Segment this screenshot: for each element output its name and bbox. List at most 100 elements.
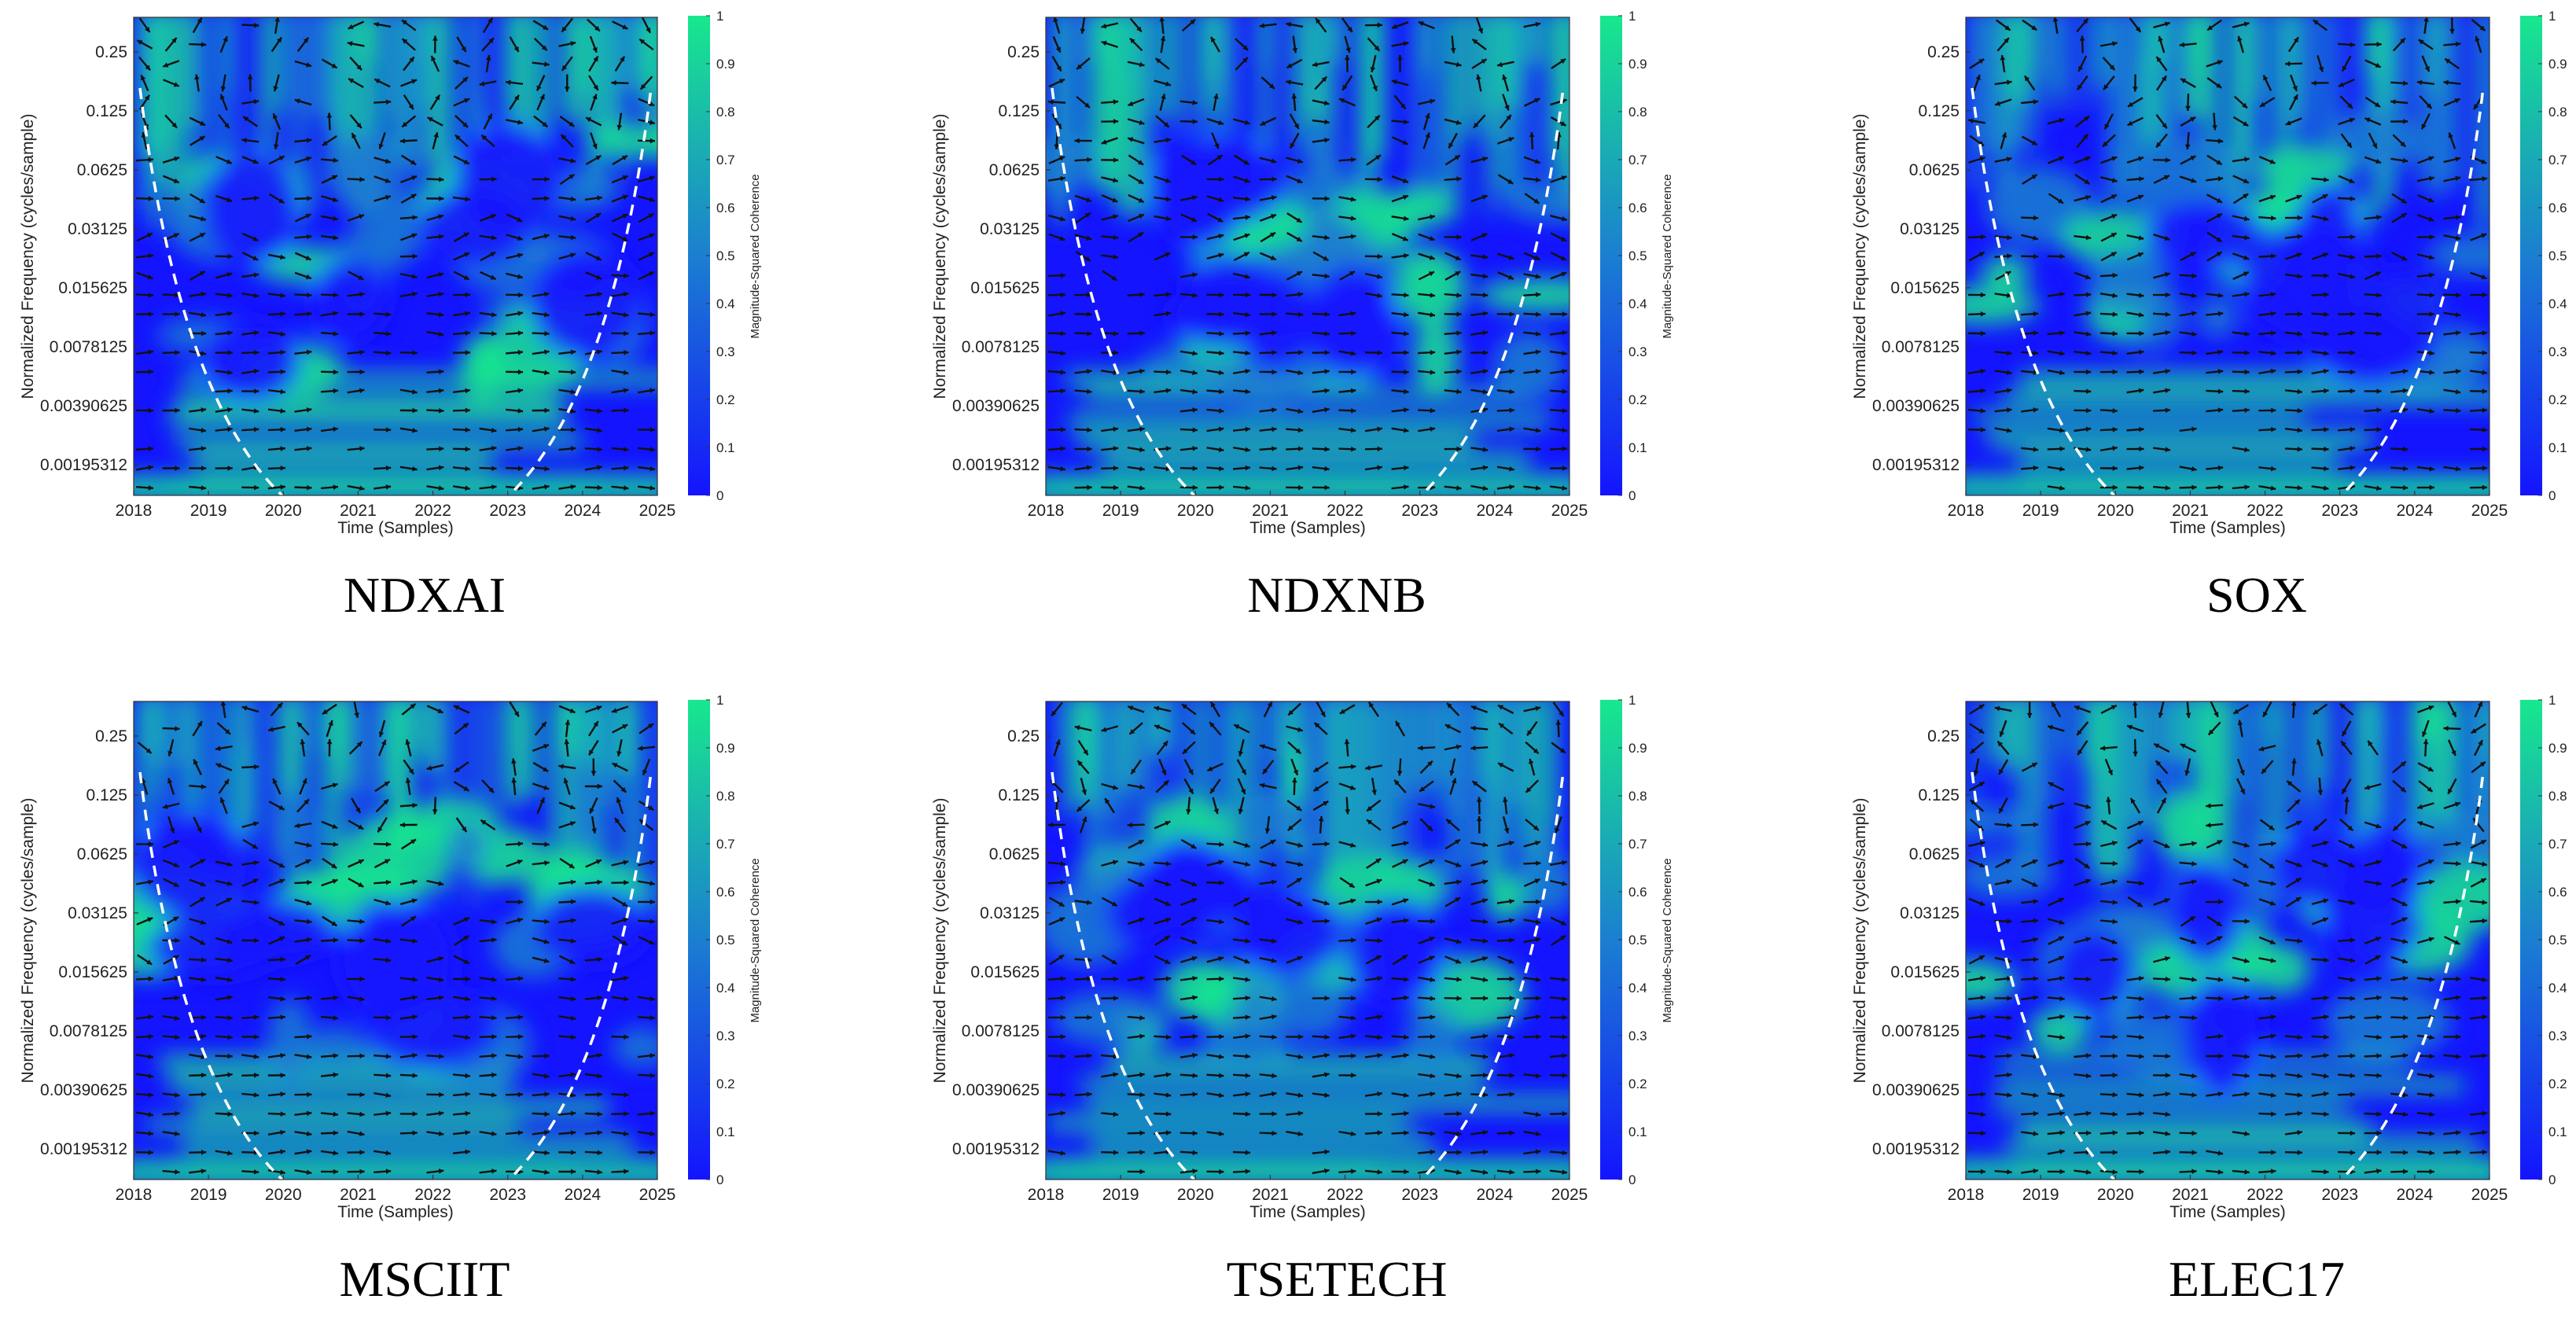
phase-arrow — [2338, 1091, 2356, 1098]
colorbar-tick-label: 0.6 — [1628, 885, 1647, 900]
phase-arrow — [2021, 878, 2038, 888]
phase-arrow — [1206, 234, 1224, 241]
phase-arrow — [399, 407, 418, 414]
phase-arrow — [2448, 132, 2456, 149]
phase-arrow — [2416, 1150, 2434, 1156]
phase-arrow — [268, 878, 285, 887]
phase-arrow — [2416, 370, 2434, 375]
phase-arrow — [2311, 80, 2329, 86]
y-tick-label: 0.00390625 — [952, 397, 1040, 415]
phase-arrow — [1338, 330, 1356, 337]
phase-arrow — [2185, 701, 2191, 719]
phase-arrow — [2126, 820, 2144, 830]
phase-arrow — [637, 1014, 656, 1021]
phase-arrow — [584, 195, 602, 201]
phase-arrow — [1048, 214, 1065, 222]
phase-arrow — [1470, 956, 1489, 963]
phase-arrow — [479, 484, 497, 490]
phase-arrow — [135, 1091, 154, 1098]
phase-arrow — [294, 156, 312, 164]
phase-arrow — [1047, 995, 1066, 1001]
phase-arrow — [2179, 331, 2197, 337]
phase-arrow — [1232, 465, 1251, 471]
colorbar-tick-label: 0.4 — [716, 296, 735, 311]
phase-arrow — [1422, 132, 1430, 149]
phase-arrow — [267, 484, 285, 490]
phase-arrow — [2074, 311, 2092, 317]
phase-arrow — [164, 37, 178, 52]
phase-arrow — [430, 55, 440, 72]
phase-arrow — [1338, 350, 1356, 356]
phase-arrow — [320, 234, 339, 241]
phase-arrow — [320, 1150, 339, 1156]
phase-arrow — [506, 408, 524, 414]
phase-arrow — [189, 1150, 207, 1155]
y-tick-label: 0.125 — [86, 102, 127, 120]
phase-arrow — [2079, 35, 2085, 53]
phase-arrow — [189, 311, 207, 318]
phase-arrow — [321, 1169, 339, 1175]
phase-arrow — [561, 56, 573, 72]
phase-arrow — [1128, 213, 1145, 223]
phase-arrow — [2338, 899, 2356, 906]
phase-arrow — [479, 1072, 497, 1078]
phase-arrow — [135, 879, 154, 885]
phase-arrow — [2390, 917, 2408, 926]
phase-arrow — [1179, 1130, 1198, 1136]
phase-arrow — [2313, 818, 2328, 832]
phase-arrow — [1994, 253, 2012, 259]
phase-arrow — [2364, 976, 2382, 981]
phase-arrow — [1523, 252, 1541, 261]
phase-arrow — [1232, 977, 1251, 982]
phase-arrow — [1496, 369, 1514, 374]
phase-arrow — [1232, 1073, 1251, 1079]
phase-arrow — [1206, 1092, 1224, 1099]
x-tick-label: 2023 — [1401, 1186, 1438, 1204]
phase-arrow — [2047, 975, 2065, 981]
phase-arrow — [1967, 408, 1986, 414]
phase-arrow — [2153, 388, 2171, 394]
phase-arrow — [426, 465, 444, 471]
phase-arrow — [2285, 252, 2302, 260]
phase-arrow — [2258, 1073, 2276, 1079]
phase-arrow — [2127, 116, 2144, 127]
phase-arrow — [1154, 57, 1170, 70]
phase-arrow — [426, 1053, 444, 1059]
phase-arrow — [2126, 1054, 2144, 1059]
phase-arrow — [1525, 741, 1540, 755]
phase-arrow — [2179, 1073, 2197, 1079]
phase-arrow — [2258, 330, 2276, 336]
phase-arrow — [2206, 231, 2223, 243]
phase-arrow — [532, 195, 550, 201]
phase-arrow — [481, 37, 495, 52]
phase-arrow — [2258, 1169, 2276, 1174]
phase-arrow — [1470, 996, 1489, 1001]
phase-arrow — [1076, 57, 1091, 70]
phase-arrow — [1286, 1034, 1304, 1040]
phase-arrow — [2261, 760, 2274, 775]
phase-arrow — [558, 369, 576, 375]
phase-arrow — [1341, 75, 1353, 91]
phase-arrow — [479, 977, 497, 982]
phase-arrow — [1496, 1130, 1514, 1136]
phase-arrow — [558, 1092, 576, 1098]
phase-arrow — [533, 38, 548, 51]
phase-arrow — [1523, 331, 1541, 337]
phase-arrow — [1419, 760, 1433, 775]
x-tick-label: 2018 — [116, 1186, 153, 1204]
phase-arrow — [1528, 758, 1536, 776]
phase-arrow — [637, 1073, 656, 1079]
phase-arrow — [321, 58, 338, 69]
phase-arrow — [480, 819, 496, 831]
phase-arrow — [2416, 802, 2434, 810]
phase-arrow — [585, 212, 602, 223]
phase-arrow — [1233, 447, 1251, 453]
phase-arrow — [1448, 132, 1459, 149]
phase-arrow — [638, 98, 655, 107]
phase-arrow — [2284, 215, 2302, 221]
phase-arrow — [2338, 426, 2356, 432]
phase-arrow — [1318, 815, 1324, 834]
coherence-panel-ndxai: 0.25 0.125 0.0625 0.03125 0.015625 0.0078125 0… — [16, 0, 834, 645]
phase-arrow — [1549, 407, 1568, 414]
phase-arrow — [1470, 407, 1489, 414]
